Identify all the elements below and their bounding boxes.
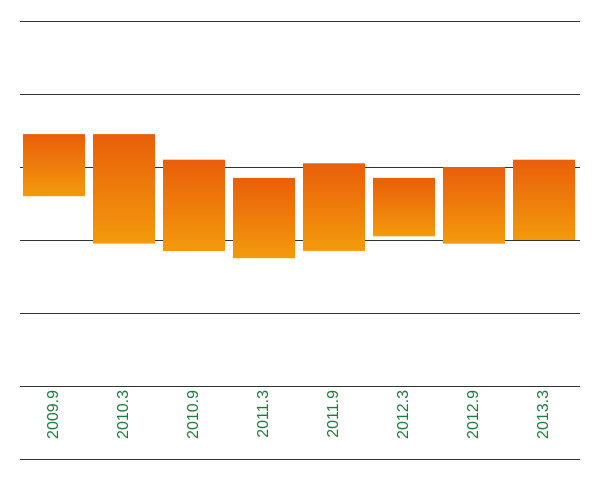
x-tick-label: 2012.3 — [395, 390, 412, 439]
x-tick-labels: 2009.9 2010.3 2010.9 2011.3 2011.9 2012.3 2012… — [45, 390, 552, 439]
x-tick-label: 2010.9 — [185, 390, 202, 439]
bar-2010.3 — [93, 134, 155, 244]
bar-2011.3 — [233, 177, 295, 259]
x-tick-label: 2012.9 — [465, 390, 482, 439]
x-tick-label: 2013.3 — [535, 390, 552, 439]
x-tick-label: 2009.9 — [45, 390, 62, 439]
bar-2013.3 — [513, 159, 575, 240]
bar-2009.9 — [23, 134, 85, 197]
bar-2012.9 — [443, 167, 505, 244]
bar-2012.3 — [373, 177, 435, 237]
x-tick-label: 2011.9 — [325, 390, 342, 438]
bars — [23, 134, 575, 259]
x-tick-label: 2011.3 — [255, 390, 272, 438]
bar-2011.9 — [303, 163, 365, 251]
x-tick-label: 2010.3 — [115, 390, 132, 439]
bar-2010.9 — [163, 159, 225, 251]
